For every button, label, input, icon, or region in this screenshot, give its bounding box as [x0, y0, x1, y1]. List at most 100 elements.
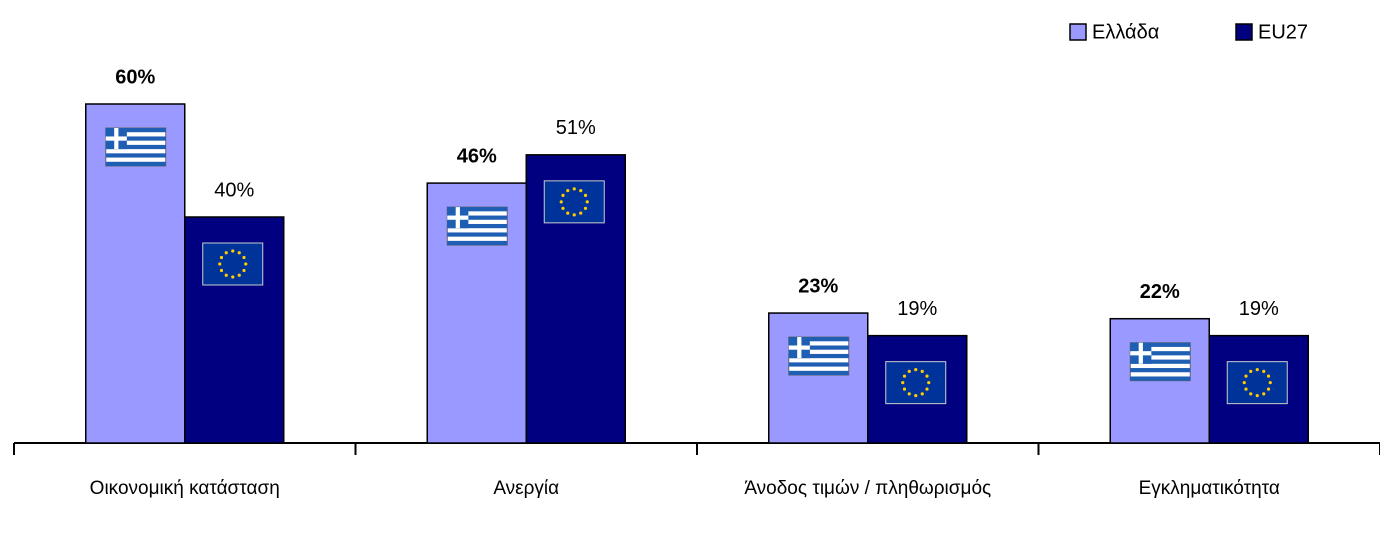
legend-swatch [1235, 23, 1253, 41]
flag-star [224, 251, 228, 255]
flag-star [561, 206, 565, 210]
value-label: 19% [1239, 298, 1279, 320]
flag-star [927, 381, 931, 385]
flag-star [1266, 374, 1271, 378]
flag-star [566, 211, 570, 215]
flag-star [242, 255, 246, 260]
flag-star [561, 193, 565, 197]
value-label: 51% [556, 117, 596, 139]
flag-star [1266, 387, 1271, 391]
flag-stripe [788, 345, 849, 350]
flag-bg [202, 242, 264, 286]
flag-stripe [105, 153, 166, 158]
category-label: Άνοδος τιμών / πληθωρισμός [744, 478, 992, 499]
flag-bg [543, 180, 605, 224]
flag-eu [1226, 361, 1288, 405]
flag-bg [885, 361, 947, 405]
flag-star [925, 374, 929, 378]
flag-star [219, 255, 224, 260]
flag-star [244, 262, 248, 266]
flag-star [907, 392, 911, 396]
flag-stripe [105, 161, 166, 166]
flag-stripe [788, 370, 849, 376]
flag-stripe [105, 128, 166, 133]
flag-greece [105, 127, 167, 167]
flag-star [1255, 394, 1259, 398]
bar [768, 312, 869, 444]
legend-swatch [1069, 23, 1087, 41]
flag-star [1242, 381, 1246, 385]
flag-star [579, 211, 583, 215]
flag-star [219, 268, 224, 273]
flag-star [1268, 381, 1272, 385]
flag-stripe [447, 223, 508, 229]
flag-stripe [788, 362, 849, 367]
flag-star [920, 392, 924, 396]
flag-cross-v [455, 207, 460, 229]
flag-star [920, 369, 924, 373]
value-label: 19% [897, 298, 937, 320]
flag-star [231, 249, 235, 253]
flag-star [902, 374, 907, 378]
category-label: Εγκληματικότητα [1138, 478, 1280, 499]
value-label: 23% [798, 275, 838, 297]
flag-eu [543, 180, 605, 224]
category-label: Ανεργία [493, 478, 560, 499]
flag-stripe [1130, 351, 1191, 356]
flag-star [914, 394, 918, 398]
flag-bg [1226, 361, 1288, 405]
flag-star [1249, 369, 1253, 373]
legend-label: Ελλάδα [1092, 21, 1159, 43]
flag-eu [885, 361, 947, 405]
flag-stripe [1130, 342, 1191, 347]
flag-star [237, 273, 241, 277]
flag-star [1262, 369, 1266, 373]
flag-star [242, 268, 246, 273]
flag-stripe [788, 337, 849, 342]
flag-star [224, 273, 228, 277]
flag-star [583, 206, 588, 210]
flag-star [1244, 374, 1248, 378]
flag-star [914, 368, 918, 372]
flag-stripe [1130, 376, 1191, 381]
flag-star [218, 262, 222, 266]
flag-eu [202, 242, 264, 286]
flag-stripe [1130, 368, 1191, 373]
value-label: 60% [115, 66, 155, 88]
flag-star [1262, 392, 1266, 396]
flag-stripe [105, 136, 166, 141]
flag-star [925, 387, 929, 391]
category-label: Οικονομική κατάσταση [89, 478, 280, 499]
flag-star [585, 200, 589, 204]
flag-star [1249, 392, 1253, 396]
flag-star [901, 381, 905, 385]
flag-stripe [447, 232, 508, 237]
flag-stripe [788, 353, 849, 359]
flag-star [572, 187, 576, 191]
flag-star [902, 387, 907, 391]
flag-cross-v [114, 128, 119, 150]
flag-stripe [1130, 359, 1191, 364]
flag-greece [446, 206, 508, 246]
flag-star [1255, 368, 1259, 372]
flag-star [231, 275, 235, 279]
legend-label: EU27 [1258, 21, 1308, 43]
flag-star [907, 369, 911, 373]
flag-star [572, 213, 576, 217]
flag-greece [1129, 342, 1191, 382]
flag-star [559, 200, 563, 204]
flag-stripe [105, 144, 166, 150]
flag-stripe [447, 215, 508, 220]
value-label: 40% [214, 179, 254, 201]
flag-star [237, 251, 241, 255]
flag-star [1244, 387, 1248, 391]
flag-star [579, 188, 583, 193]
flag-cross-v [1138, 342, 1143, 364]
flag-star [583, 193, 588, 197]
flag-stripe [447, 207, 508, 212]
value-label: 22% [1140, 281, 1180, 303]
flag-star [566, 188, 570, 193]
flag-greece [788, 336, 850, 376]
